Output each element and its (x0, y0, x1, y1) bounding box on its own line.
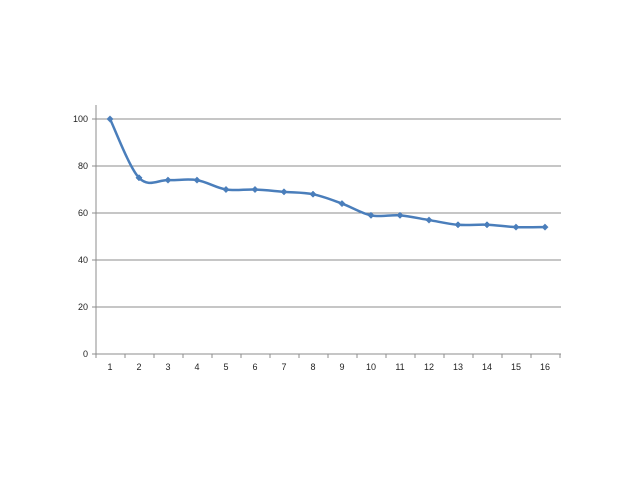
data-point-marker (425, 216, 433, 224)
data-point-marker (483, 221, 491, 229)
x-tick-label: 2 (136, 362, 141, 372)
data-point-marker (396, 211, 404, 219)
data-point-marker (164, 176, 172, 184)
axes (95, 105, 561, 355)
x-tick-label: 5 (223, 362, 228, 372)
x-tick-label: 13 (453, 362, 463, 372)
x-tick-label: 6 (252, 362, 257, 372)
x-axis-ticks: 1 2 3 4 5 6 7 8 9 10 11 12 13 14 15 16 (95, 354, 561, 372)
y-axis-ticks: 0 20 40 60 80 100 (73, 114, 96, 359)
data-point-marker (309, 190, 317, 198)
data-point-marker (512, 223, 520, 231)
x-tick-label: 7 (281, 362, 286, 372)
y-tick-label: 0 (83, 349, 88, 359)
data-point-marker (454, 221, 462, 229)
data-point-marker (251, 185, 259, 194)
x-tick-label: 10 (366, 362, 376, 372)
y-tick-label: 100 (73, 114, 88, 124)
x-tick-label: 1 (107, 362, 112, 372)
data-point-marker (338, 200, 346, 208)
x-tick-label: 12 (424, 362, 434, 372)
y-tick-label: 40 (78, 255, 88, 265)
y-tick-label: 60 (78, 208, 88, 218)
series-line (108, 117, 547, 229)
data-point-marker (367, 211, 375, 219)
data-series (106, 115, 549, 231)
x-tick-label: 14 (482, 362, 492, 372)
x-tick-label: 4 (194, 362, 199, 372)
x-tick-label: 11 (395, 362, 404, 372)
data-point-marker (541, 223, 549, 231)
data-point-marker (106, 115, 114, 123)
gridlines (96, 118, 561, 308)
data-point-marker (193, 176, 201, 184)
data-point-marker (222, 185, 230, 194)
x-tick-label: 9 (339, 362, 344, 372)
data-point-marker (280, 188, 288, 196)
x-tick-label: 15 (511, 362, 521, 372)
x-tick-label: 8 (310, 362, 315, 372)
data-point-marker (135, 174, 143, 182)
x-tick-label: 3 (165, 362, 170, 372)
x-tick-label: 16 (540, 362, 550, 372)
y-tick-label: 80 (78, 161, 88, 171)
y-tick-label: 20 (78, 302, 88, 312)
